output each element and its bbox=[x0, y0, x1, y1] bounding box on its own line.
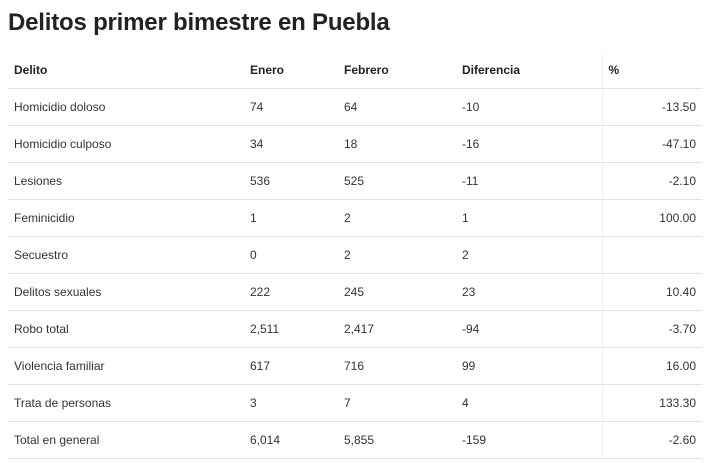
cell-delito: Homicidio doloso bbox=[8, 88, 244, 126]
cell-delito: Secuestro bbox=[8, 236, 244, 274]
header-febrero: Febrero bbox=[338, 52, 456, 89]
cell-enero: 6,014 bbox=[244, 421, 338, 459]
table-title: Delitos primer bimestre en Puebla bbox=[8, 9, 390, 36]
header-delito: Delito bbox=[8, 52, 244, 89]
table-body: Homicidio doloso 74 64 -10 -13.50 Homici… bbox=[8, 88, 702, 459]
cell-porcentaje: 100.00 bbox=[601, 199, 702, 237]
cell-delito: Feminicidio bbox=[8, 199, 244, 237]
cell-delito: Delitos sexuales bbox=[8, 273, 244, 311]
table-row: Feminicidio 1 2 1 100.00 bbox=[8, 199, 702, 237]
cell-febrero: 245 bbox=[338, 273, 456, 311]
cell-diferencia: -94 bbox=[456, 310, 602, 348]
cell-enero: 34 bbox=[244, 125, 338, 163]
cell-febrero: 716 bbox=[338, 347, 456, 385]
cell-porcentaje: 16.00 bbox=[601, 347, 702, 385]
cell-enero: 74 bbox=[244, 88, 338, 126]
cell-febrero: 18 bbox=[338, 125, 456, 163]
table-row: Robo total 2,511 2,417 -94 -3.70 bbox=[8, 310, 702, 348]
cell-delito: Trata de personas bbox=[8, 384, 244, 422]
cell-enero: 617 bbox=[244, 347, 338, 385]
cell-enero: 3 bbox=[244, 384, 338, 422]
cell-diferencia: -16 bbox=[456, 125, 602, 163]
table-row: Secuestro 0 2 2 bbox=[8, 236, 702, 274]
table-row: Homicidio doloso 74 64 -10 -13.50 bbox=[8, 88, 702, 126]
cell-delito: Violencia familiar bbox=[8, 347, 244, 385]
cell-diferencia: 4 bbox=[456, 384, 602, 422]
cell-febrero: 7 bbox=[338, 384, 456, 422]
header-diferencia: Diferencia bbox=[456, 52, 602, 89]
crime-table: Delito Enero Febrero Diferencia % Homici… bbox=[8, 52, 702, 459]
table-row: Homicidio culposo 34 18 -16 -47.10 bbox=[8, 125, 702, 163]
table-row: Trata de personas 3 7 4 133.30 bbox=[8, 384, 702, 422]
header-row: Delito Enero Febrero Diferencia % bbox=[8, 52, 702, 89]
table-row: Lesiones 536 525 -11 -2.10 bbox=[8, 162, 702, 200]
cell-febrero: 525 bbox=[338, 162, 456, 200]
header-enero: Enero bbox=[244, 52, 338, 89]
cell-febrero: 5,855 bbox=[338, 421, 456, 459]
cell-febrero: 2,417 bbox=[338, 310, 456, 348]
cell-porcentaje: 133.30 bbox=[601, 384, 702, 422]
table-row: Violencia familiar 617 716 99 16.00 bbox=[8, 347, 702, 385]
cell-porcentaje: -2.10 bbox=[601, 162, 702, 200]
cell-delito: Lesiones bbox=[8, 162, 244, 200]
cell-porcentaje: -3.70 bbox=[601, 310, 702, 348]
cell-diferencia: 23 bbox=[456, 273, 602, 311]
cell-porcentaje bbox=[601, 236, 702, 274]
cell-enero: 2,511 bbox=[244, 310, 338, 348]
table-row: Delitos sexuales 222 245 23 10.40 bbox=[8, 273, 702, 311]
cell-delito: Homicidio culposo bbox=[8, 125, 244, 163]
cell-febrero: 2 bbox=[338, 236, 456, 274]
cell-diferencia: 1 bbox=[456, 199, 602, 237]
cell-diferencia: -11 bbox=[456, 162, 602, 200]
header-porcentaje: % bbox=[601, 52, 702, 89]
cell-enero: 1 bbox=[244, 199, 338, 237]
cell-febrero: 64 bbox=[338, 88, 456, 126]
table-row: Total en general 6,014 5,855 -159 -2.60 bbox=[8, 421, 702, 459]
cell-diferencia: -159 bbox=[456, 421, 602, 459]
cell-porcentaje: -13.50 bbox=[601, 88, 702, 126]
cell-febrero: 2 bbox=[338, 199, 456, 237]
cell-porcentaje: -47.10 bbox=[601, 125, 702, 163]
cell-delito: Robo total bbox=[8, 310, 244, 348]
cell-enero: 222 bbox=[244, 273, 338, 311]
cell-diferencia: -10 bbox=[456, 88, 602, 126]
cell-enero: 0 bbox=[244, 236, 338, 274]
cell-porcentaje: 10.40 bbox=[601, 273, 702, 311]
table-header: Delito Enero Febrero Diferencia % bbox=[8, 52, 702, 89]
cell-delito: Total en general bbox=[8, 421, 244, 459]
cell-diferencia: 2 bbox=[456, 236, 602, 274]
cell-porcentaje: -2.60 bbox=[601, 421, 702, 459]
cell-enero: 536 bbox=[244, 162, 338, 200]
cell-diferencia: 99 bbox=[456, 347, 602, 385]
